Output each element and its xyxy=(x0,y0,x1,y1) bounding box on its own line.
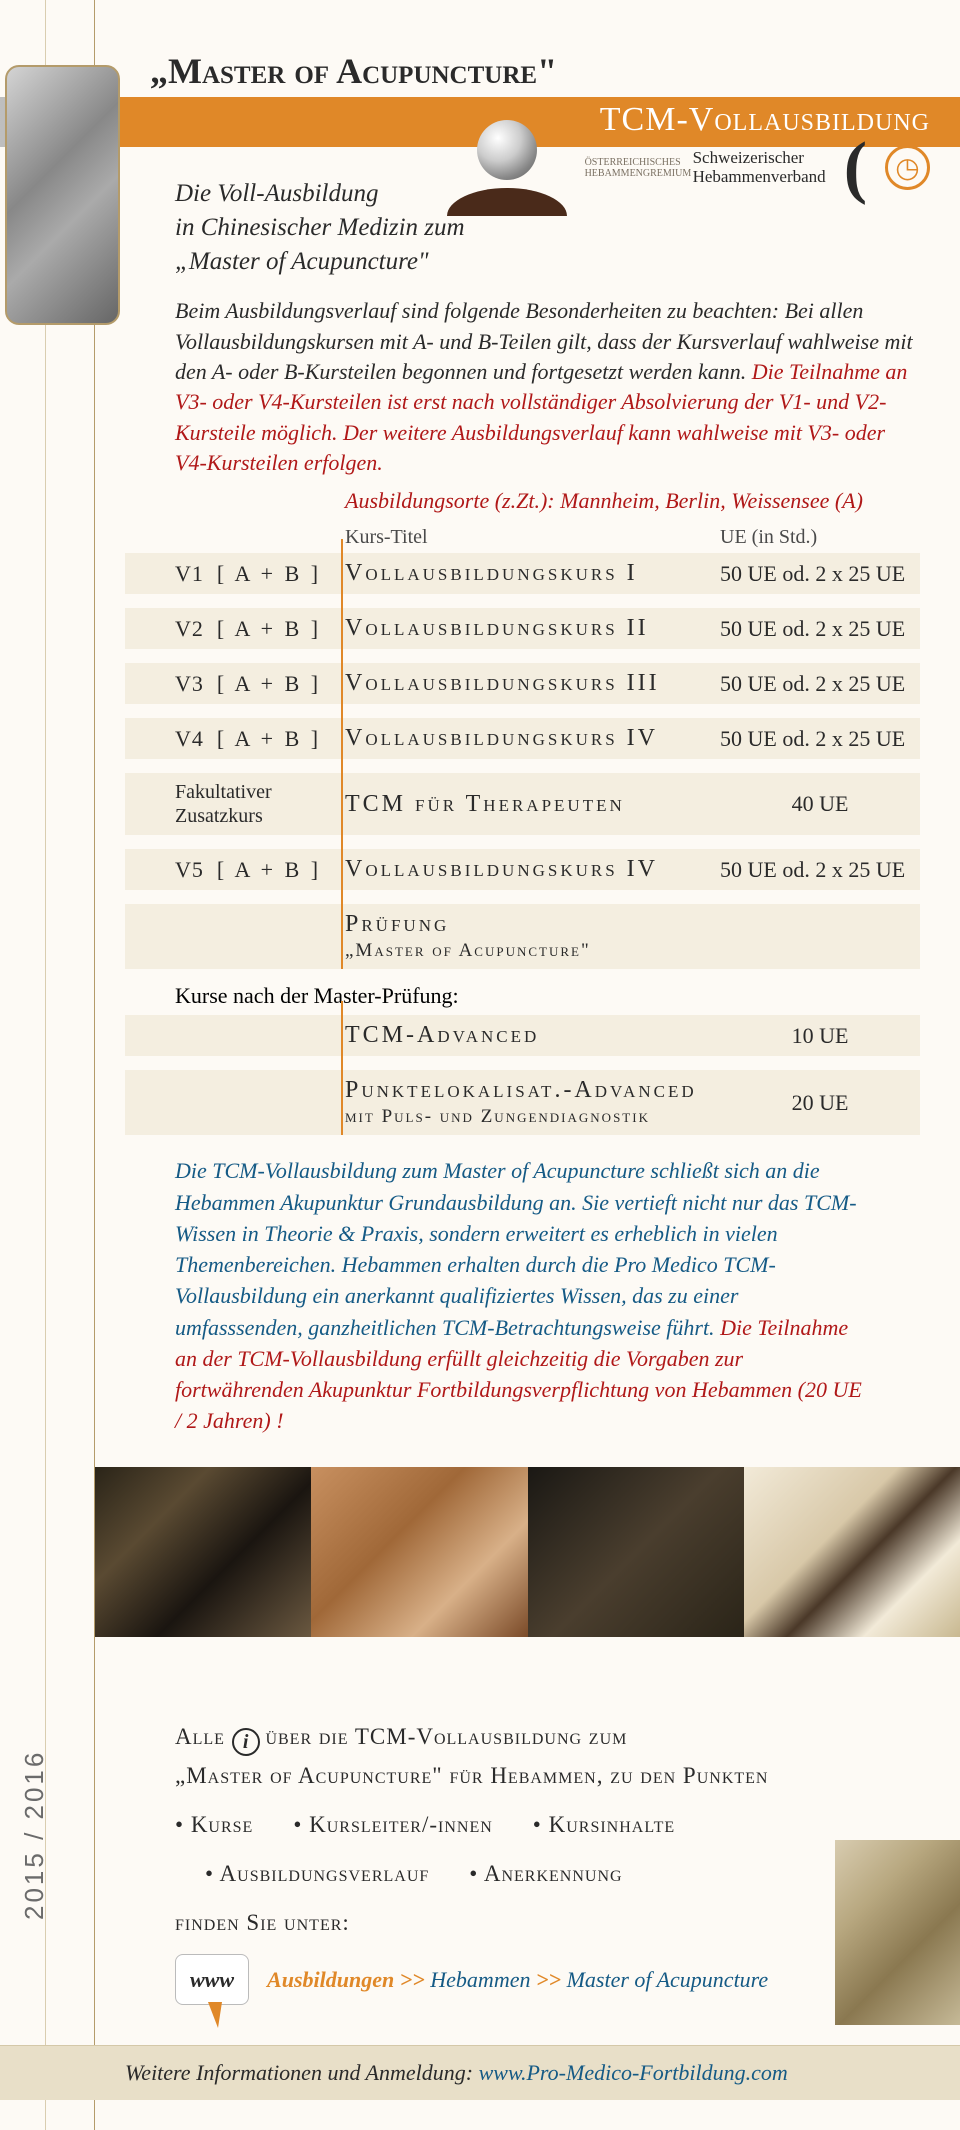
year-range-vertical: 2015 / 2016 xyxy=(19,1750,50,1920)
partner-logos: ÖSTERREICHISCHES HEBAMMENGREMIUM Schweiz… xyxy=(447,120,930,215)
strip-image xyxy=(95,1467,311,1637)
table-row: Punktelokalisat.-Advanced mit Puls- und … xyxy=(125,1070,920,1135)
after-exam-note: Kurse nach der Master-Prüfung: xyxy=(175,983,920,1009)
table-row: V1 [ A + B ] Vollausbildungskurs I 50 UE… xyxy=(125,553,920,594)
logo-schweiz: Schweizerischer Hebammenverband xyxy=(693,149,826,186)
strip-image xyxy=(528,1467,744,1637)
table-row: V5 [ A + B ] Vollausbildungskurs IV 50 U… xyxy=(125,849,920,890)
table-row: TCM-Advanced 10 UE xyxy=(125,1015,920,1056)
table-row: Fakultativer Zusatzkurs TCM für Therapeu… xyxy=(125,773,920,835)
image-strip xyxy=(95,1467,960,1637)
info-section: Alle i über die TCM-Vollausbildung zum „… xyxy=(175,1717,870,2006)
table-header: Kurs-Titel UE (in Std.) xyxy=(125,526,920,553)
info-icon: i xyxy=(232,1728,260,1756)
bullet-row: Ausbildungsverlauf Anerkennung xyxy=(205,1854,870,1893)
breadcrumb: Ausbildungen >> Hebammen >> Master of Ac… xyxy=(267,1961,768,1998)
open-paren-icon: ( xyxy=(844,150,867,185)
bullet-row: Kurse Kursleiter/-innen Kursinhalte xyxy=(175,1805,870,1844)
logo-hebammengremium: ÖSTERREICHISCHES HEBAMMENGREMIUM xyxy=(585,157,675,179)
table-row: Prüfung „Master of Acupuncture" xyxy=(125,904,920,969)
page-title: „Master of Acupuncture" xyxy=(150,50,920,92)
table-row: V3 [ A + B ] Vollausbildungskurs III 50 … xyxy=(125,663,920,704)
description-block: Die TCM-Vollausbildung zum Master of Acu… xyxy=(175,1155,870,1436)
strip-image xyxy=(744,1467,960,1637)
page-content: „Master of Acupuncture" TCM-Vollausbildu… xyxy=(95,0,960,2130)
clock-icon: ◷ xyxy=(885,145,930,190)
intro-line3: „Master of Acupuncture" xyxy=(175,245,920,279)
logo-sphere xyxy=(447,120,567,215)
table-row: V2 [ A + B ] Vollausbildungskurs II 50 U… xyxy=(125,608,920,649)
strip-image xyxy=(311,1467,527,1637)
www-badge[interactable]: www xyxy=(175,1954,249,2005)
locations-line: Ausbildungsorte (z.Zt.): Mannheim, Berli… xyxy=(345,488,920,514)
side-calligraphy-image xyxy=(835,1840,960,2025)
acupuncture-figure-image xyxy=(5,65,120,325)
table-row: V4 [ A + B ] Vollausbildungskurs IV 50 U… xyxy=(125,718,920,759)
body-paragraph: Beim Ausbildungsverlauf sind folgende Be… xyxy=(175,296,920,478)
page-footer: Weitere Informationen und Anmeldung: www… xyxy=(0,2045,960,2100)
intro-line1: Die Voll-Ausbildung xyxy=(175,180,378,207)
course-table: Kurs-Titel UE (in Std.) V1 [ A + B ] Vol… xyxy=(125,526,920,1135)
www-breadcrumb-row: www Ausbildungen >> Hebammen >> Master o… xyxy=(175,1954,870,2005)
footer-url[interactable]: www.Pro-Medico-Fortbildung.com xyxy=(479,2060,788,2085)
